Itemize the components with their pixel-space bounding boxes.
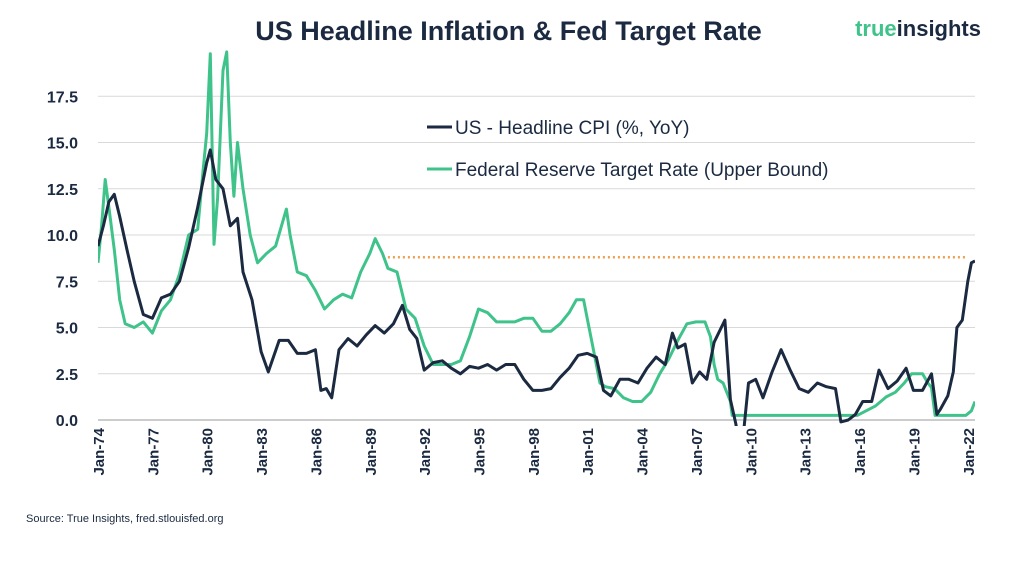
legend-item-cpi-label: US - Headline CPI (%, YoY) — [455, 118, 689, 139]
y-tick-label: 2.5 — [56, 367, 78, 384]
series-line-fed-rate — [98, 50, 975, 417]
y-tick-label: 12.5 — [47, 182, 78, 199]
y-tick-label: 7.5 — [56, 274, 78, 291]
x-tick-label: Jan-16 — [852, 428, 869, 476]
chart-title: US Headline Inflation & Fed Target Rate — [255, 16, 762, 46]
x-axis: Jan-74 Jan-77 Jan-80 Jan-83 Jan-86 Jan-89 Jan-… — [91, 427, 978, 475]
logo-word-insights: insights — [896, 16, 981, 41]
y-tick-label: 5.0 — [56, 321, 78, 338]
x-tick-label: Jan-10 — [743, 428, 760, 476]
x-tick-label: Jan-13 — [798, 428, 815, 476]
x-tick-label: Jan-22 — [961, 428, 978, 476]
series-lines — [98, 50, 975, 426]
legend-item-fed-rate-label: Federal Reserve Target Rate (Upper Bound… — [455, 160, 829, 181]
x-tick-label: Jan-98 — [526, 428, 543, 476]
x-tick-label: Jan-19 — [906, 428, 923, 476]
x-tick-label: Jan-89 — [363, 428, 380, 476]
x-tick-label: Jan-01 — [580, 428, 597, 476]
y-axis: 0.0 2.5 5.0 7.5 10.0 12.5 15.0 17.5 — [47, 89, 78, 430]
y-tick-label: 0.0 — [56, 413, 78, 430]
x-tick-label: Jan-83 — [254, 428, 271, 476]
y-tick-label: 10.0 — [47, 228, 78, 245]
legend: US - Headline CPI (%, YoY) Federal Reserv… — [427, 118, 829, 181]
source-note: Source: True Insights, fred.stlouisfed.o… — [26, 513, 224, 525]
y-tick-label: 17.5 — [47, 89, 78, 106]
x-tick-label: Jan-04 — [635, 427, 652, 475]
series-line-cpi — [98, 148, 975, 426]
x-tick-label: Jan-80 — [200, 428, 217, 476]
x-tick-label: Jan-74 — [91, 427, 108, 475]
x-tick-label: Jan-86 — [308, 428, 325, 476]
brand-logo: trueinsights — [855, 16, 981, 42]
x-tick-label: Jan-07 — [689, 428, 706, 476]
gridlines — [98, 95, 975, 421]
logo-word-true: true — [855, 16, 897, 41]
y-tick-label: 15.0 — [47, 136, 78, 153]
x-tick-label: Jan-77 — [145, 428, 162, 476]
x-tick-label: Jan-95 — [472, 428, 489, 476]
x-tick-label: Jan-92 — [417, 428, 434, 476]
